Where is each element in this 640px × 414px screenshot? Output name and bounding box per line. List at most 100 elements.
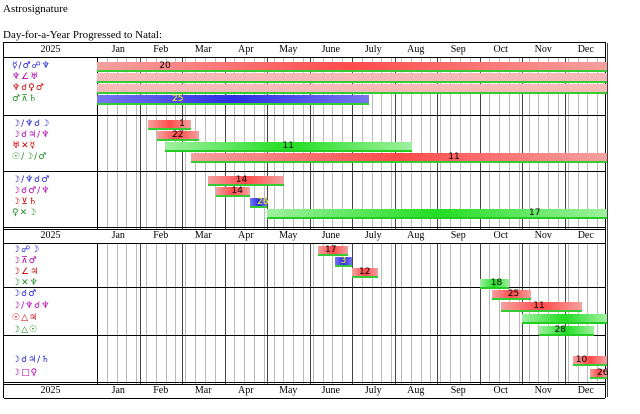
week-gridline: [361, 43, 363, 397]
header-bottom-rule: [4, 57, 605, 58]
week-gridline: [567, 43, 569, 397]
aspect-bar[interactable]: 3: [335, 256, 352, 266]
aspect-bar[interactable]: 17: [318, 245, 348, 255]
aspect-underline: [492, 298, 531, 300]
month-label-jan: Jan: [111, 44, 125, 55]
week-gridline: [204, 43, 206, 397]
aspect-label: ☽/♆☌♂: [12, 175, 51, 185]
aspect-bar[interactable]: 20: [97, 61, 607, 71]
aspect-label: ♆∠♅: [12, 72, 40, 82]
aspect-underline: [190, 161, 607, 163]
group-separator: [4, 382, 605, 383]
group-separator: [4, 335, 605, 336]
week-gridline: [577, 43, 579, 397]
peak-day-label: 26: [597, 368, 609, 378]
week-gridline: [214, 43, 216, 397]
month-gridline: [352, 43, 353, 397]
week-gridline: [165, 43, 167, 397]
year-label: 2025: [40, 230, 61, 241]
week-gridline: [302, 43, 304, 397]
month-gridline: [394, 43, 396, 397]
week-gridline: [597, 43, 599, 397]
aspect-bar[interactable]: 25: [97, 94, 369, 104]
aspect-bar[interactable]: 22: [156, 130, 199, 140]
aspect-underline: [97, 92, 607, 94]
header-bottom-rule: [4, 398, 605, 399]
aspect-label: ☽□♀: [12, 368, 39, 378]
month-label-july: July: [364, 385, 382, 396]
peak-day-label: 1: [179, 119, 185, 129]
aspect-bar[interactable]: [522, 314, 607, 322]
week-gridline: [410, 43, 412, 397]
month-label-nov: Nov: [534, 230, 552, 241]
aspect-label: ☽☌♃/♄: [12, 355, 51, 365]
week-gridline: [234, 43, 236, 397]
aspect-bar[interactable]: 11: [165, 141, 412, 151]
aspect-bar[interactable]: 14: [207, 175, 284, 185]
week-gridline: [381, 43, 383, 397]
month-gridline: [479, 43, 481, 397]
aspect-bar[interactable]: 10: [573, 355, 607, 365]
page-title: Astrosignature: [3, 3, 68, 15]
week-gridline: [420, 43, 422, 397]
month-label-sep: Sep: [450, 230, 466, 241]
month-gridline: [224, 43, 226, 397]
aspect-label: ☽△☉: [12, 325, 39, 335]
aspect-label: ☽⊼♂: [12, 256, 38, 266]
aspect-underline: [539, 334, 595, 336]
week-gridline: [469, 43, 471, 397]
peak-day-label: 3: [340, 256, 347, 266]
aspect-bar[interactable]: [97, 73, 607, 81]
month-label-apr: Apr: [237, 230, 254, 241]
aspect-bar[interactable]: 11: [190, 152, 607, 162]
aspect-bar[interactable]: 28: [539, 325, 595, 335]
month-label-feb: Feb: [153, 385, 169, 396]
month-label-nov: Nov: [534, 44, 552, 55]
month-gridline: [267, 43, 268, 397]
peak-day-label: 20: [159, 61, 171, 71]
peak-day-label: 14: [235, 175, 248, 185]
aspect-label: ☽⊻♄: [12, 197, 38, 207]
month-label-mar: Mar: [194, 385, 212, 396]
aspect-bar[interactable]: 11: [500, 301, 582, 311]
aspect-bar[interactable]: [97, 84, 607, 92]
aspect-underline: [156, 139, 199, 141]
month-gridline: [309, 43, 311, 397]
aspect-bar[interactable]: 25: [492, 289, 531, 299]
aspect-bar[interactable]: 1: [148, 119, 191, 129]
month-gridline: [182, 43, 183, 397]
aspect-label: ♅✕☿: [12, 141, 37, 151]
week-gridline: [185, 43, 187, 397]
aspect-underline: [267, 217, 607, 219]
month-label-dec: Dec: [577, 44, 594, 55]
aspect-underline: [318, 254, 348, 256]
aspect-bar[interactable]: 26: [590, 368, 609, 378]
week-gridline: [508, 43, 510, 397]
week-gridline: [342, 43, 344, 397]
aspect-underline: [97, 81, 607, 83]
aspect-bar[interactable]: 17: [267, 208, 607, 218]
aspect-bar[interactable]: 12: [352, 267, 378, 277]
month-label-aug: Aug: [407, 44, 425, 55]
header-top-rule: [4, 384, 605, 385]
aspect-bar[interactable]: 14: [216, 186, 250, 196]
aspect-label: ☽∠♃: [12, 267, 40, 277]
month-label-oct: Oct: [493, 230, 508, 241]
aspect-label: ♂⊼♄: [12, 94, 38, 104]
ephemeris-grid: 2025 Jan Feb Mar Apr May June July Aug Sep Oct Nov D…: [3, 42, 609, 399]
week-gridline: [146, 43, 148, 397]
month-label-may: May: [279, 230, 298, 241]
week-gridline: [175, 43, 177, 397]
aspect-underline: [590, 377, 607, 379]
group-separator: [4, 171, 605, 172]
week-gridline: [253, 43, 255, 397]
week-gridline: [489, 43, 491, 397]
aspect-bar[interactable]: 26: [250, 197, 268, 207]
week-gridline: [499, 43, 501, 397]
aspect-bar[interactable]: 18: [479, 278, 510, 288]
week-gridline: [244, 43, 246, 397]
month-label-june: June: [321, 385, 340, 396]
aspect-underline: [500, 310, 582, 312]
label-column-divider: [97, 43, 98, 397]
week-gridline: [106, 43, 108, 397]
